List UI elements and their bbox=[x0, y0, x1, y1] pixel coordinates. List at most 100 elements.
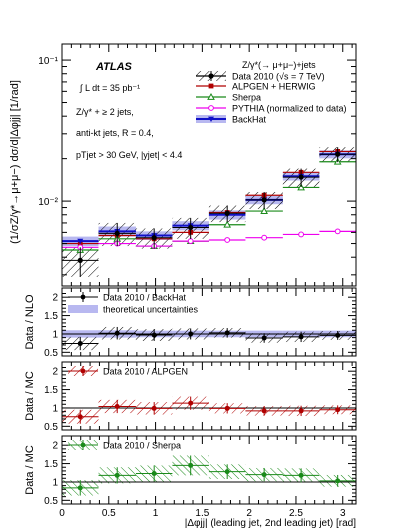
ratio-point bbox=[114, 472, 120, 478]
legend-marker bbox=[208, 105, 214, 111]
ratio-point bbox=[77, 341, 83, 347]
ratio-point bbox=[114, 403, 120, 409]
y-tick-label: 1.5 bbox=[44, 459, 58, 470]
legend-title: Z/γ*(→ μ+μ−)+jets bbox=[242, 60, 316, 70]
ratio-point bbox=[298, 334, 304, 340]
data-point bbox=[298, 174, 304, 180]
x-tick-label: 1.5 bbox=[195, 508, 209, 519]
y-tick-label: 2 bbox=[52, 367, 58, 378]
ratio-legend-entry: Data 2010 / Sherpa bbox=[68, 440, 181, 451]
legend-entry: PYTHIA (normalized to data) bbox=[196, 104, 347, 114]
legend-label: PYTHIA (normalized to data) bbox=[232, 104, 347, 114]
legend-marker bbox=[208, 116, 214, 122]
y-tick-label: 0.5 bbox=[44, 496, 58, 507]
legend-marker bbox=[80, 294, 86, 300]
ratio-point bbox=[224, 469, 230, 475]
x-tick-label: 3 bbox=[340, 508, 346, 519]
ratio-point bbox=[151, 470, 157, 476]
ratio-alpgen-panel: Data / MC 0.5 1 1.5 2 Data 2010 / ALPGEN bbox=[24, 361, 357, 433]
annotation-lumi: ∫ L dt = 35 pb⁻¹ bbox=[79, 83, 140, 93]
y-tick-label: 1 bbox=[52, 329, 58, 340]
legend-label: Data 2010 (√s = 7 TeV) bbox=[232, 72, 325, 82]
y-tick-label: 0.5 bbox=[44, 348, 58, 359]
ratio-frame bbox=[61, 435, 357, 505]
series-data bbox=[62, 147, 356, 277]
y-tick-label: 1 bbox=[52, 403, 58, 414]
x-tick-label: 0 bbox=[59, 508, 65, 519]
ratio-point bbox=[77, 485, 83, 491]
ratio-point bbox=[188, 462, 194, 468]
series-point bbox=[224, 237, 231, 243]
legend-label: Sherpa bbox=[232, 93, 261, 103]
ratio-point bbox=[151, 332, 157, 338]
ratio-legend-label: Data 2010 / BackHat bbox=[103, 293, 187, 303]
y-tick-label: 1 bbox=[52, 477, 58, 488]
ratio-nlo-plot-area: 0.5 1 1.5 2 Data 2010 / BackHat theoretical u… bbox=[44, 287, 357, 359]
series-pythia bbox=[62, 228, 356, 251]
series-point bbox=[187, 238, 194, 245]
ratio-legend-label: theoretical uncertainties bbox=[103, 305, 199, 315]
ratio-sherpa-ylabel: Data / MC bbox=[24, 445, 36, 495]
y-tick-label: 2 bbox=[52, 441, 58, 452]
x-tick-label: 0.5 bbox=[102, 508, 116, 519]
ratio-frame bbox=[61, 287, 357, 357]
legend-entry: ALPGEN + HERWIG bbox=[196, 82, 316, 92]
legend-marker bbox=[80, 368, 86, 374]
main-panel: (1/σZ/γ*→μ+μ−) dσ/d|Δφjj| [1/rad] 10⁻¹10… bbox=[9, 43, 357, 287]
y-tick-label: 10⁻¹ bbox=[38, 56, 58, 67]
ratio-legend-entry: theoretical uncertainties bbox=[68, 305, 199, 315]
data-point bbox=[261, 197, 267, 203]
ratio-legend-label: Data 2010 / ALPGEN bbox=[103, 367, 188, 377]
ratio-point bbox=[335, 478, 341, 484]
legend-swatch bbox=[68, 305, 98, 313]
x-tick-label: 2 bbox=[246, 508, 252, 519]
main-ylabel: (1/σZ/γ*→μ+μ−) dσ/d|Δφjj| [1/rad] bbox=[9, 80, 21, 244]
ratio-point bbox=[114, 330, 120, 336]
main-frame bbox=[61, 43, 357, 287]
main-legend: Z/γ*(→ μ+μ−)+jets Data 2010 (√s = 7 TeV)… bbox=[196, 60, 347, 125]
ratio-data-layer bbox=[62, 326, 356, 351]
legend-entry: Data 2010 (√s = 7 TeV) bbox=[196, 71, 325, 82]
ratio-legend-label: Data 2010 / Sherpa bbox=[103, 441, 181, 451]
series-point bbox=[260, 207, 268, 214]
atlas-label: ATLAS bbox=[95, 61, 133, 73]
annotation-selection: Z/γ* + ≥ 2 jets, bbox=[76, 107, 134, 117]
y-tick-label: 0.5 bbox=[44, 422, 58, 433]
legend-marker bbox=[208, 83, 214, 89]
ratio-point bbox=[261, 335, 267, 341]
ratio-legend-entry: Data 2010 / BackHat bbox=[68, 292, 187, 303]
y-tick-label: 1.5 bbox=[44, 311, 58, 322]
ratio-legend-entry: Data 2010 / ALPGEN bbox=[68, 366, 188, 377]
x-axis-ticks: 0 0.5 1 1.5 2 2.5 3 bbox=[59, 44, 353, 519]
y-tick-label: 1.5 bbox=[44, 385, 58, 396]
legend-marker bbox=[208, 73, 214, 79]
ratio-sherpa-plot-area: 0.5 1 1.5 2 Data 2010 / Sherpa bbox=[44, 435, 357, 507]
ratio-nlo-panel: Data / NLO 0.5 1 1.5 2 Data 2010 / BackHat th… bbox=[24, 287, 357, 359]
ratio-point bbox=[261, 472, 267, 478]
ratio-frame bbox=[61, 361, 357, 431]
ratio-point bbox=[224, 405, 230, 411]
series-point bbox=[298, 231, 305, 238]
data-point bbox=[151, 235, 157, 241]
series-point bbox=[223, 220, 232, 228]
series-point bbox=[297, 183, 305, 191]
ratio-point bbox=[298, 408, 304, 414]
ratio-point bbox=[77, 414, 83, 420]
ratio-point bbox=[188, 400, 194, 406]
legend-label: ALPGEN + HERWIG bbox=[232, 82, 316, 92]
data-point bbox=[335, 151, 341, 157]
ratio-point bbox=[335, 332, 341, 338]
ratio-sherpa-panel: Data / MC 0.5 1 1.5 2 Data 2010 / Sherpa bbox=[24, 435, 357, 507]
legend-entry: BackHat bbox=[196, 115, 267, 125]
series-point bbox=[261, 234, 268, 241]
x-tick-label: 1 bbox=[153, 508, 159, 519]
ratio-data-layer bbox=[62, 455, 356, 496]
y-tick-label: 2 bbox=[52, 293, 58, 304]
ratio-point bbox=[261, 408, 267, 414]
y-tick-label: 10⁻² bbox=[38, 197, 58, 208]
main-plot-area: 10⁻¹ 10⁻² bbox=[38, 43, 357, 287]
x-tick-label: 2.5 bbox=[289, 508, 303, 519]
x-axis-label: |Δφjj| (leading jet, 2nd leading jet) [r… bbox=[185, 518, 356, 529]
ratio-nlo-ylabel: Data / NLO bbox=[24, 294, 36, 349]
